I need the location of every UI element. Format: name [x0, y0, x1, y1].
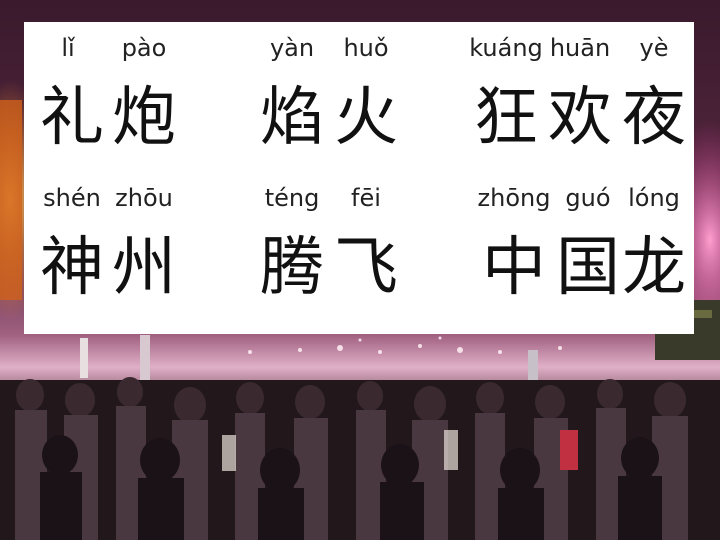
hanzi-yan: 焰: [260, 81, 324, 155]
pinyin-long: lóng: [628, 184, 680, 212]
pinyin-guo: guó: [565, 184, 611, 212]
hanzi-fei: 飞: [334, 231, 398, 305]
pinyin-zhong: zhōng: [477, 184, 551, 212]
pinyin-fei: fēi: [351, 184, 381, 212]
hanzi-guo: 国: [556, 231, 620, 305]
pinyin-pao: pào: [121, 34, 167, 62]
pinyin-kuang: kuáng: [469, 34, 543, 62]
pinyin-li: lǐ: [61, 34, 75, 62]
hanzi-long: 龙: [622, 231, 686, 305]
hanzi-li: 礼: [40, 81, 104, 155]
hanzi-ye: 夜: [622, 81, 686, 155]
hanzi-zhong: 中: [482, 231, 546, 305]
pinyin-zhou: zhōu: [115, 184, 173, 212]
hanzi-shen: 神: [40, 231, 104, 305]
hanzi-teng: 腾: [260, 231, 324, 305]
pinyin-huan: huān: [549, 34, 611, 62]
pinyin-yan: yàn: [269, 34, 315, 62]
hanzi-huan: 欢: [548, 81, 612, 155]
hanzi-pao: 炮: [112, 81, 176, 155]
hanzi-zhou: 州: [112, 231, 176, 305]
pinyin-ye: yè: [639, 34, 669, 62]
pinyin-huo: huǒ: [343, 34, 389, 62]
pinyin-shen: shén: [43, 184, 101, 212]
hanzi-huo: 火: [334, 81, 398, 155]
pinyin-teng: téng: [264, 184, 320, 212]
hanzi-kuang: 狂: [474, 81, 538, 155]
vocabulary-card: lǐ pào 礼 炮 yàn huǒ 焰 火 kuáng huān yè 狂 欢…: [24, 22, 694, 334]
